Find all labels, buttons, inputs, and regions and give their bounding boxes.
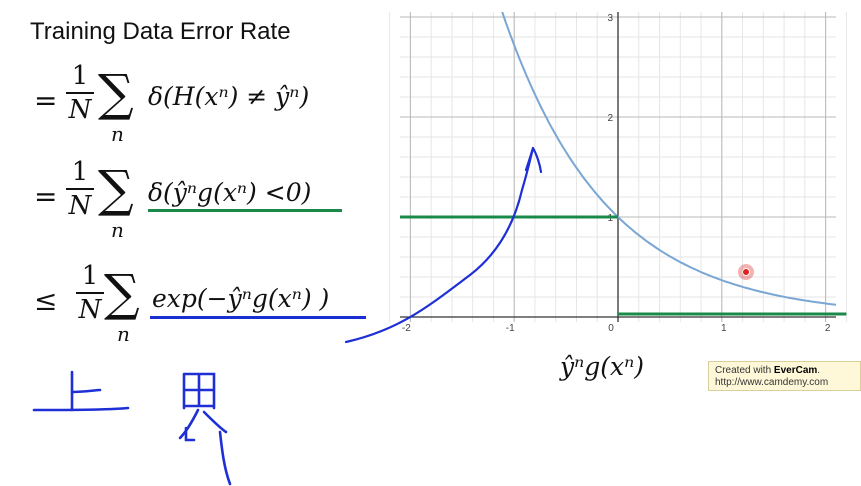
- cursor-indicator: [738, 264, 754, 280]
- leq-sign: ≤: [34, 284, 58, 317]
- summation-sign: ∑: [98, 160, 134, 218]
- summation-index: n: [117, 322, 130, 346]
- summation-sign: ∑: [104, 264, 140, 322]
- slide-title: Training Data Error Rate: [30, 18, 291, 45]
- y-tick-label: 3: [607, 13, 613, 24]
- summation-index: n: [111, 218, 124, 242]
- x-tick-label: -2: [402, 323, 411, 334]
- handwritten-character-shang: [32, 370, 130, 412]
- cursor-dot: [743, 269, 749, 275]
- evercam-watermark: Created with EverCam. http://www.camdemy…: [708, 361, 861, 391]
- x-tick-label: 0: [608, 323, 614, 334]
- indicator-expression: δ(H(xⁿ) ≠ ŷⁿ): [148, 82, 310, 111]
- summation-index: n: [111, 122, 124, 146]
- green-underline: [148, 209, 342, 212]
- equals-sign: =: [34, 84, 58, 117]
- x-tick-label: 2: [825, 323, 831, 334]
- handwritten-arrow: [344, 146, 543, 344]
- equals-sign: =: [34, 180, 58, 213]
- exponential-expression: exp(−ŷⁿg(xⁿ) ): [152, 284, 330, 313]
- x-tick-label: -1: [506, 323, 515, 334]
- x-axis-label: ŷⁿg(xⁿ): [560, 352, 644, 381]
- y-tick-label: 2: [607, 113, 613, 124]
- summation-sign: ∑: [98, 64, 134, 122]
- handwritten-character-jie: [178, 372, 232, 486]
- blue-underline: [150, 316, 366, 319]
- indicator-expression: δ(ŷⁿg(xⁿ) <0): [148, 178, 312, 207]
- x-tick-label: 1: [721, 323, 727, 334]
